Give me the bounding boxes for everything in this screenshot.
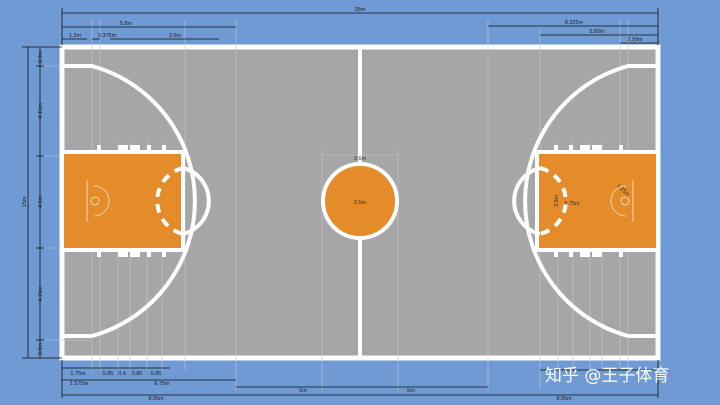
lower-segment-label: 4.15m <box>38 286 44 302</box>
bottom-row1-1: 0.85 <box>103 371 114 377</box>
left-key <box>60 150 185 252</box>
total-width-label: 15m <box>22 196 28 207</box>
left-dimension-lines <box>22 46 62 359</box>
center-circle <box>321 162 399 240</box>
right-arc-distance-label: 8.325m <box>565 20 584 26</box>
right-key-length-label: 5.80m <box>589 29 605 35</box>
left-basket-offset-label: 0.375m <box>98 33 117 39</box>
corner-top-label: 0.9m <box>38 50 44 63</box>
right-three-point-line <box>523 64 658 338</box>
watermark: 知乎 @王子体育 <box>545 366 669 386</box>
upper-segment-label: 4.15m <box>38 103 44 119</box>
bottom-row1-2: 0.4 <box>118 371 126 377</box>
right-key-width-label: 3.6m <box>554 194 560 207</box>
corner-bottom-label: 0.9m <box>38 342 44 355</box>
key-width-label: 4.9m <box>38 195 44 208</box>
left-three-point-line <box>62 64 197 338</box>
right-arc-end-label: 2.99m <box>627 37 643 43</box>
right-key <box>535 150 660 252</box>
bottom-row1-4: 0.85 <box>151 371 162 377</box>
left-arc-distance-label: 5.8m <box>120 21 133 27</box>
three-point-radius-label: 6.75m <box>564 201 580 207</box>
bottom-row1-0: 1.75m <box>70 371 86 377</box>
bottom-row3-1: 8.95m <box>556 396 572 402</box>
left-key-depth-label: 3.6m <box>169 33 182 39</box>
bottom-row2-0: 1.575m <box>70 381 89 387</box>
top-dimension-lines <box>61 8 659 45</box>
right-lane-marks <box>554 145 623 257</box>
left-lane-marks <box>97 145 166 257</box>
total-length-label: 28m <box>355 7 366 13</box>
left-backboard-label: 1.2m <box>69 33 82 39</box>
bottom-row1-3: 0.85 <box>132 371 143 377</box>
bottom-row2-1: 6.75m <box>154 381 170 387</box>
bottom-row2b-0: 5m <box>299 388 307 394</box>
center-inner-circle-label: 3.5m <box>354 200 367 206</box>
left-restricted-arc <box>93 185 110 217</box>
right-hoop <box>620 196 630 206</box>
bottom-dimension-lines <box>61 360 659 398</box>
center-circle-diameter-label: 3.6m <box>354 156 367 162</box>
right-restricted-arc <box>610 185 627 217</box>
bottom-row2b-1: 5m <box>407 388 415 394</box>
left-hoop <box>90 196 100 206</box>
bottom-row3-0: 8.95m <box>148 396 164 402</box>
